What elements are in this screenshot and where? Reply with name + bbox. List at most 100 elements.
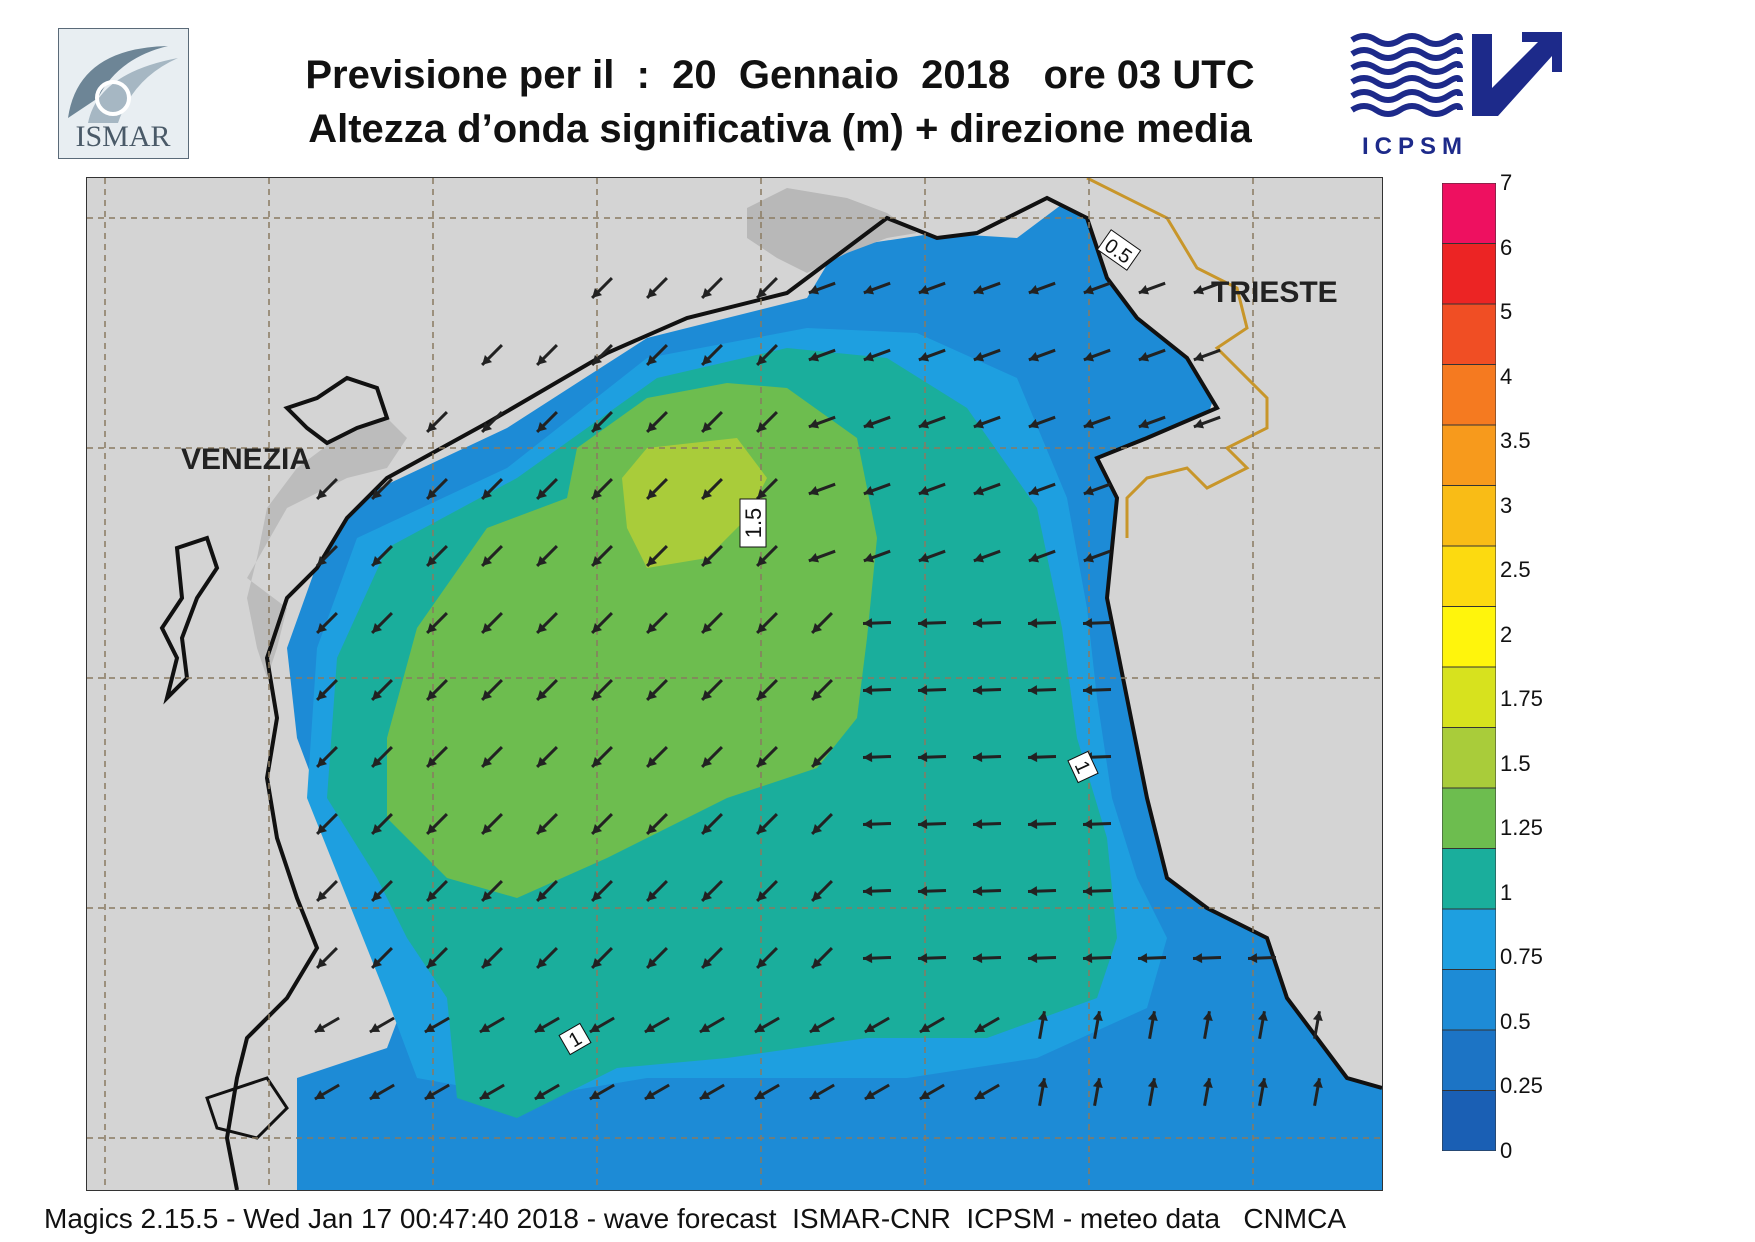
wave-direction-arrow bbox=[863, 549, 891, 563]
wave-direction-arrow bbox=[1028, 415, 1056, 429]
wave-direction-arrow bbox=[426, 813, 448, 835]
wave-direction-arrow bbox=[481, 947, 503, 969]
wave-direction-arrow bbox=[1137, 953, 1167, 964]
wave-direction-arrow bbox=[1083, 549, 1111, 563]
svg-text:1.5: 1.5 bbox=[741, 508, 766, 539]
wave-direction-arrow bbox=[862, 685, 892, 696]
wave-direction-arrow bbox=[1247, 953, 1277, 964]
wave-direction-arrow bbox=[424, 1083, 450, 1101]
wave-direction-arrow bbox=[862, 819, 892, 830]
wave-direction-arrow bbox=[1257, 1010, 1268, 1040]
wave-direction-arrow bbox=[1092, 1010, 1103, 1040]
wave-direction-arrow bbox=[808, 482, 836, 496]
colorbar-box bbox=[1442, 666, 1496, 728]
wave-direction-arrow bbox=[536, 478, 558, 500]
city-label-trieste: TRIESTE bbox=[1211, 276, 1338, 309]
wave-direction-arrow bbox=[481, 411, 503, 433]
colorbar-tick-label: 7 bbox=[1500, 170, 1513, 195]
wave-direction-arrow bbox=[917, 752, 947, 763]
colorbar-tick-label: 0 bbox=[1500, 1138, 1513, 1163]
city-label-venezia: VENEZIA bbox=[181, 443, 312, 476]
wave-direction-arrow bbox=[316, 880, 338, 902]
wave-direction-arrow bbox=[811, 746, 833, 768]
colorbar-box bbox=[1442, 787, 1496, 849]
wave-direction-arrow bbox=[644, 1016, 670, 1034]
wave-direction-arrow bbox=[811, 947, 833, 969]
wave-direction-arrow bbox=[591, 478, 613, 500]
wave-direction-arrow bbox=[426, 947, 448, 969]
wave-height-map: 0.5 1.5 1 1 VENEZIA TRIESTE bbox=[86, 177, 1383, 1191]
wave-direction-arrow bbox=[808, 348, 836, 362]
colorbar-box bbox=[1442, 243, 1496, 305]
wave-direction-arrow bbox=[756, 545, 778, 567]
wave-direction-arrow bbox=[534, 1016, 560, 1034]
wave-direction-arrow bbox=[754, 1083, 780, 1101]
wave-direction-arrow bbox=[1027, 886, 1057, 897]
wave-direction-arrow bbox=[756, 679, 778, 701]
wave-direction-arrow bbox=[756, 813, 778, 835]
wave-direction-arrow bbox=[1082, 685, 1112, 696]
wave-direction-arrow bbox=[646, 478, 668, 500]
wave-direction-arrow bbox=[1027, 819, 1057, 830]
wave-direction-arrow bbox=[644, 1083, 670, 1101]
wave-direction-arrow bbox=[863, 281, 891, 295]
colorbar-box bbox=[1442, 424, 1496, 486]
wave-direction-arrow bbox=[1192, 953, 1222, 964]
wave-direction-arrow bbox=[756, 947, 778, 969]
colorbar-tick-label: 1.5 bbox=[1500, 750, 1531, 776]
wave-direction-arrow bbox=[536, 746, 558, 768]
wave-direction-arrow bbox=[314, 1083, 340, 1101]
wave-direction-arrow bbox=[1027, 953, 1057, 964]
wave-direction-arrow bbox=[1083, 415, 1111, 429]
wave-direction-arrow bbox=[754, 1016, 780, 1034]
wave-direction-arrow bbox=[426, 880, 448, 902]
wave-direction-arrow bbox=[371, 947, 393, 969]
wave-direction-arrow bbox=[918, 415, 946, 429]
wave-direction-arrow bbox=[479, 1016, 505, 1034]
colorbar-tick-label: 6 bbox=[1500, 234, 1513, 260]
wave-direction-arrow bbox=[316, 746, 338, 768]
wave-direction-arrow bbox=[1082, 953, 1112, 964]
wave-direction-arrow bbox=[1037, 1077, 1048, 1107]
wave-direction-arrow bbox=[646, 746, 668, 768]
colorbar-tick-label: 2 bbox=[1500, 621, 1513, 647]
wave-direction-arrow bbox=[589, 1016, 615, 1034]
wave-direction-arrow bbox=[1082, 618, 1112, 629]
wave-direction-arrow bbox=[316, 612, 338, 634]
wave-direction-arrow bbox=[756, 746, 778, 768]
wave-direction-arrow bbox=[756, 411, 778, 433]
lat-lon-grid bbox=[87, 178, 1382, 1190]
icpsm-logo-text: ICPSM bbox=[1361, 133, 1468, 160]
wave-direction-arrow bbox=[536, 679, 558, 701]
wave-direction-arrow bbox=[481, 478, 503, 500]
colorbar-tick-label: 5 bbox=[1500, 299, 1513, 325]
colorbar-box bbox=[1442, 303, 1496, 365]
footer-credits: Magics 2.15.5 - Wed Jan 17 00:47:40 2018… bbox=[44, 1203, 1347, 1234]
wave-direction-arrow bbox=[1027, 618, 1057, 629]
wave-direction-arrow bbox=[316, 545, 338, 567]
wave-direction-arrow bbox=[863, 348, 891, 362]
contour-label-1.5: 1.5 bbox=[739, 498, 767, 548]
wave-direction-arrow bbox=[371, 545, 393, 567]
wave-direction-arrow bbox=[701, 880, 723, 902]
wave-direction-arrow bbox=[536, 612, 558, 634]
wave-direction-arrow bbox=[481, 679, 503, 701]
colorbar-box bbox=[1442, 545, 1496, 607]
wave-direction-arrow bbox=[646, 813, 668, 835]
wave-direction-arrow bbox=[371, 880, 393, 902]
wave-direction-arrow bbox=[371, 679, 393, 701]
wave-direction-arrow bbox=[591, 277, 613, 299]
colorbar-box bbox=[1442, 1090, 1496, 1151]
wave-direction-arrow bbox=[646, 679, 668, 701]
wave-direction-arrow bbox=[701, 679, 723, 701]
wave-direction-arrow bbox=[973, 549, 1001, 563]
wave-direction-arrow bbox=[863, 415, 891, 429]
wave-direction-arrow bbox=[1083, 281, 1111, 295]
wave-direction-arrow bbox=[646, 880, 668, 902]
wave-direction-arrow bbox=[481, 813, 503, 835]
colorbar-tick-label: 3 bbox=[1500, 492, 1513, 518]
title-line-variable: Altezza d’onda significativa (m) + direz… bbox=[308, 107, 1252, 151]
wave-direction-arrow bbox=[316, 679, 338, 701]
wave-direction-arrow bbox=[1147, 1077, 1158, 1107]
wave-direction-arrow bbox=[646, 947, 668, 969]
